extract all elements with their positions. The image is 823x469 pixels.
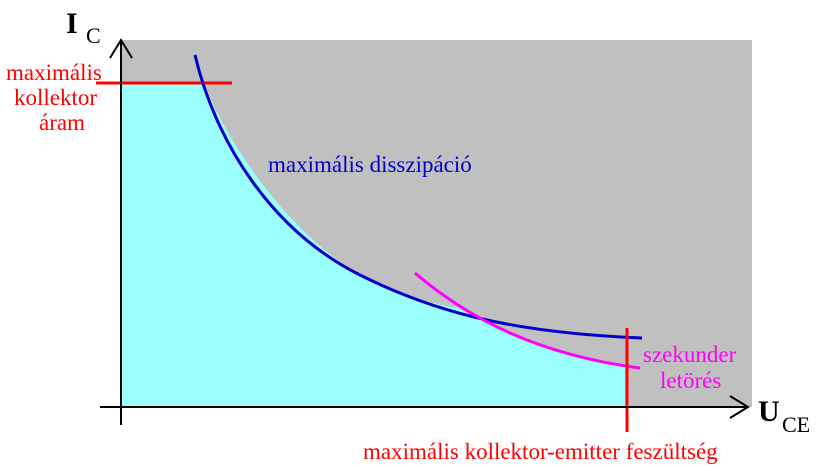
max-current-label-line2: kollektor <box>14 85 97 110</box>
x-axis-label-main: U <box>758 395 780 428</box>
breakdown-label-line2: letörés <box>660 368 721 393</box>
y-axis-arrow-icon <box>109 38 133 59</box>
safe-operating-area <box>121 83 625 407</box>
y-axis-label-main: I <box>66 7 78 40</box>
x-axis-arrow-icon <box>729 395 750 419</box>
max-current-label-line3: áram <box>39 110 85 135</box>
dissipation-curve <box>193 54 643 340</box>
max-voltage-label: maximális kollektor-emitter feszültség <box>363 439 718 464</box>
max-current-label-line1: maximális <box>6 60 102 85</box>
breakdown-curve <box>414 271 641 370</box>
y-axis-label-sub: C <box>86 23 101 48</box>
breakdown-label-line1: szekunder <box>643 342 737 367</box>
x-axis-label-sub: CE <box>782 412 810 437</box>
dissipation-label: maximális disszipáció <box>268 152 472 177</box>
